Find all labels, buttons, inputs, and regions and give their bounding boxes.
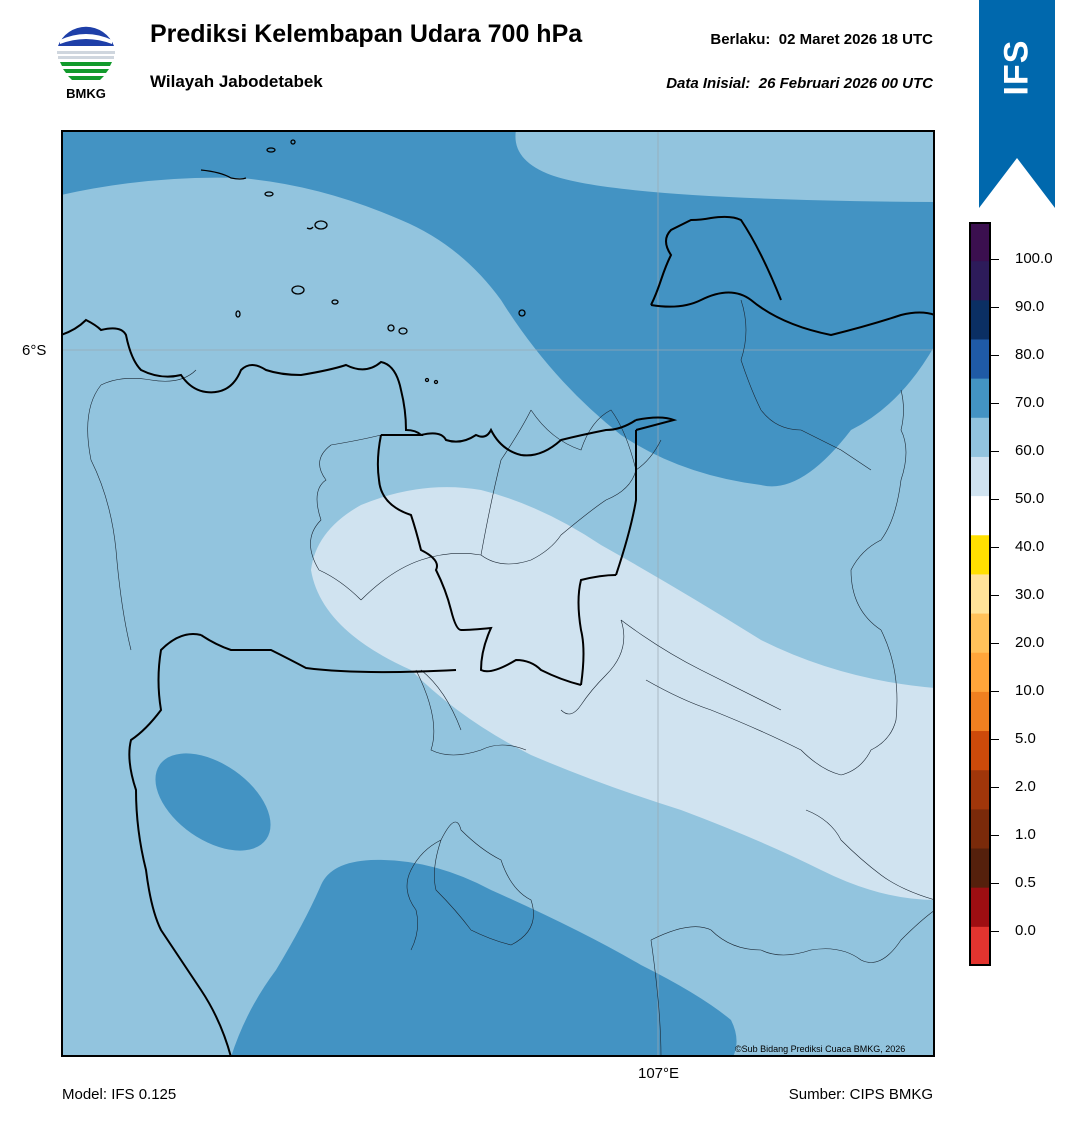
colorbar-tick-label: 30.0 (1015, 586, 1045, 603)
colorbar-segment (969, 613, 991, 654)
colorbar-segment (969, 456, 991, 497)
colorbar-segment (969, 261, 991, 301)
colorbar-tick-label: 100.0 (1015, 250, 1053, 267)
init-label: Data Inisial: (666, 75, 751, 92)
colorbar-tick (991, 546, 999, 548)
colorbar-tick-label: 5.0 (1015, 730, 1036, 747)
colorbar-segment (969, 222, 991, 262)
colorbar-tick (991, 402, 999, 404)
fill-70-80-blob (155, 753, 271, 851)
colorbar-segment (969, 535, 991, 575)
copyright-text: ©Sub Bidang Prediksi Cuaca BMKG, 2026 (735, 1044, 906, 1054)
colorbar-segment (969, 496, 991, 536)
init-time: Data Inisial: 26 Februari 2026 00 UTC (666, 75, 933, 92)
bmkg-logo (56, 24, 116, 84)
init-value: 26 Februari 2026 00 UTC (758, 75, 933, 92)
lon-label: 107°E (638, 1065, 680, 1082)
colorbar-segment (969, 848, 991, 889)
colorbar-tick-label: 80.0 (1015, 346, 1045, 363)
colorbar-tick-label: 50.0 (1015, 490, 1045, 507)
map-title: Prediksi Kelembapan Udara 700 hPa (150, 20, 583, 48)
colorbar-tick (991, 882, 999, 884)
colorbar-segment (969, 378, 991, 419)
map-subtitle: Wilayah Jabodetabek (150, 72, 323, 91)
colorbar (969, 222, 991, 966)
colorbar-segment (969, 926, 991, 966)
map-frame (61, 130, 935, 1057)
valid-label: Berlaku: (710, 31, 771, 48)
colorbar-segment (969, 691, 991, 732)
colorbar-segment (969, 770, 991, 810)
colorbar-segment (969, 574, 991, 615)
source-text: Sumber: CIPS BMKG (788, 1086, 933, 1103)
colorbar-tick-label: 90.0 (1015, 298, 1045, 315)
fill-50-60-band (311, 487, 935, 900)
colorbar-tick (991, 498, 999, 500)
colorbar-tick (991, 594, 999, 596)
colorbar-tick (991, 450, 999, 452)
colorbar-tick-label: 40.0 (1015, 538, 1045, 555)
colorbar-tick-label: 10.0 (1015, 682, 1045, 699)
humidity-map (61, 130, 935, 1057)
ifs-ribbon (979, 0, 1055, 208)
fill-70-80-south (231, 859, 737, 1057)
colorbar-tick (991, 786, 999, 788)
colorbar-segment (969, 731, 991, 771)
colorbar-tick (991, 258, 999, 260)
colorbar-tick-label: 0.0 (1015, 922, 1036, 939)
colorbar-segment (969, 417, 991, 458)
colorbar-segment (969, 887, 991, 928)
colorbar-frame (969, 222, 991, 966)
province-boundaries (61, 215, 935, 1057)
colorbar-tick-label: 70.0 (1015, 394, 1045, 411)
colorbar-segment (969, 339, 991, 380)
valid-time: Berlaku: 02 Maret 2026 18 UTC (710, 31, 933, 48)
colorbar-tick (991, 930, 999, 932)
colorbar-tick-label: 1.0 (1015, 826, 1036, 843)
colorbar-tick (991, 354, 999, 356)
islands (200, 139, 526, 385)
ribbon-label: IFS (997, 39, 1036, 96)
logo-text: BMKG (66, 86, 106, 101)
colorbar-segment (969, 809, 991, 850)
regency-boundaries (87, 299, 935, 1057)
colorbar-tick-label: 20.0 (1015, 634, 1045, 651)
fill-70-80-north (61, 130, 935, 487)
colorbar-segment (969, 300, 991, 340)
colorbar-segment (969, 652, 991, 693)
colorbar-tick (991, 834, 999, 836)
colorbar-tick (991, 738, 999, 740)
colorbar-tick-label: 0.5 (1015, 874, 1036, 891)
lat-label: 6°S (22, 342, 47, 359)
colorbar-tick-label: 2.0 (1015, 778, 1036, 795)
colorbar-tick-label: 60.0 (1015, 442, 1045, 459)
valid-value: 02 Maret 2026 18 UTC (778, 31, 933, 48)
model-text: Model: IFS 0.125 (62, 1086, 177, 1103)
colorbar-tick (991, 642, 999, 644)
colorbar-tick (991, 690, 999, 692)
colorbar-tick (991, 306, 999, 308)
